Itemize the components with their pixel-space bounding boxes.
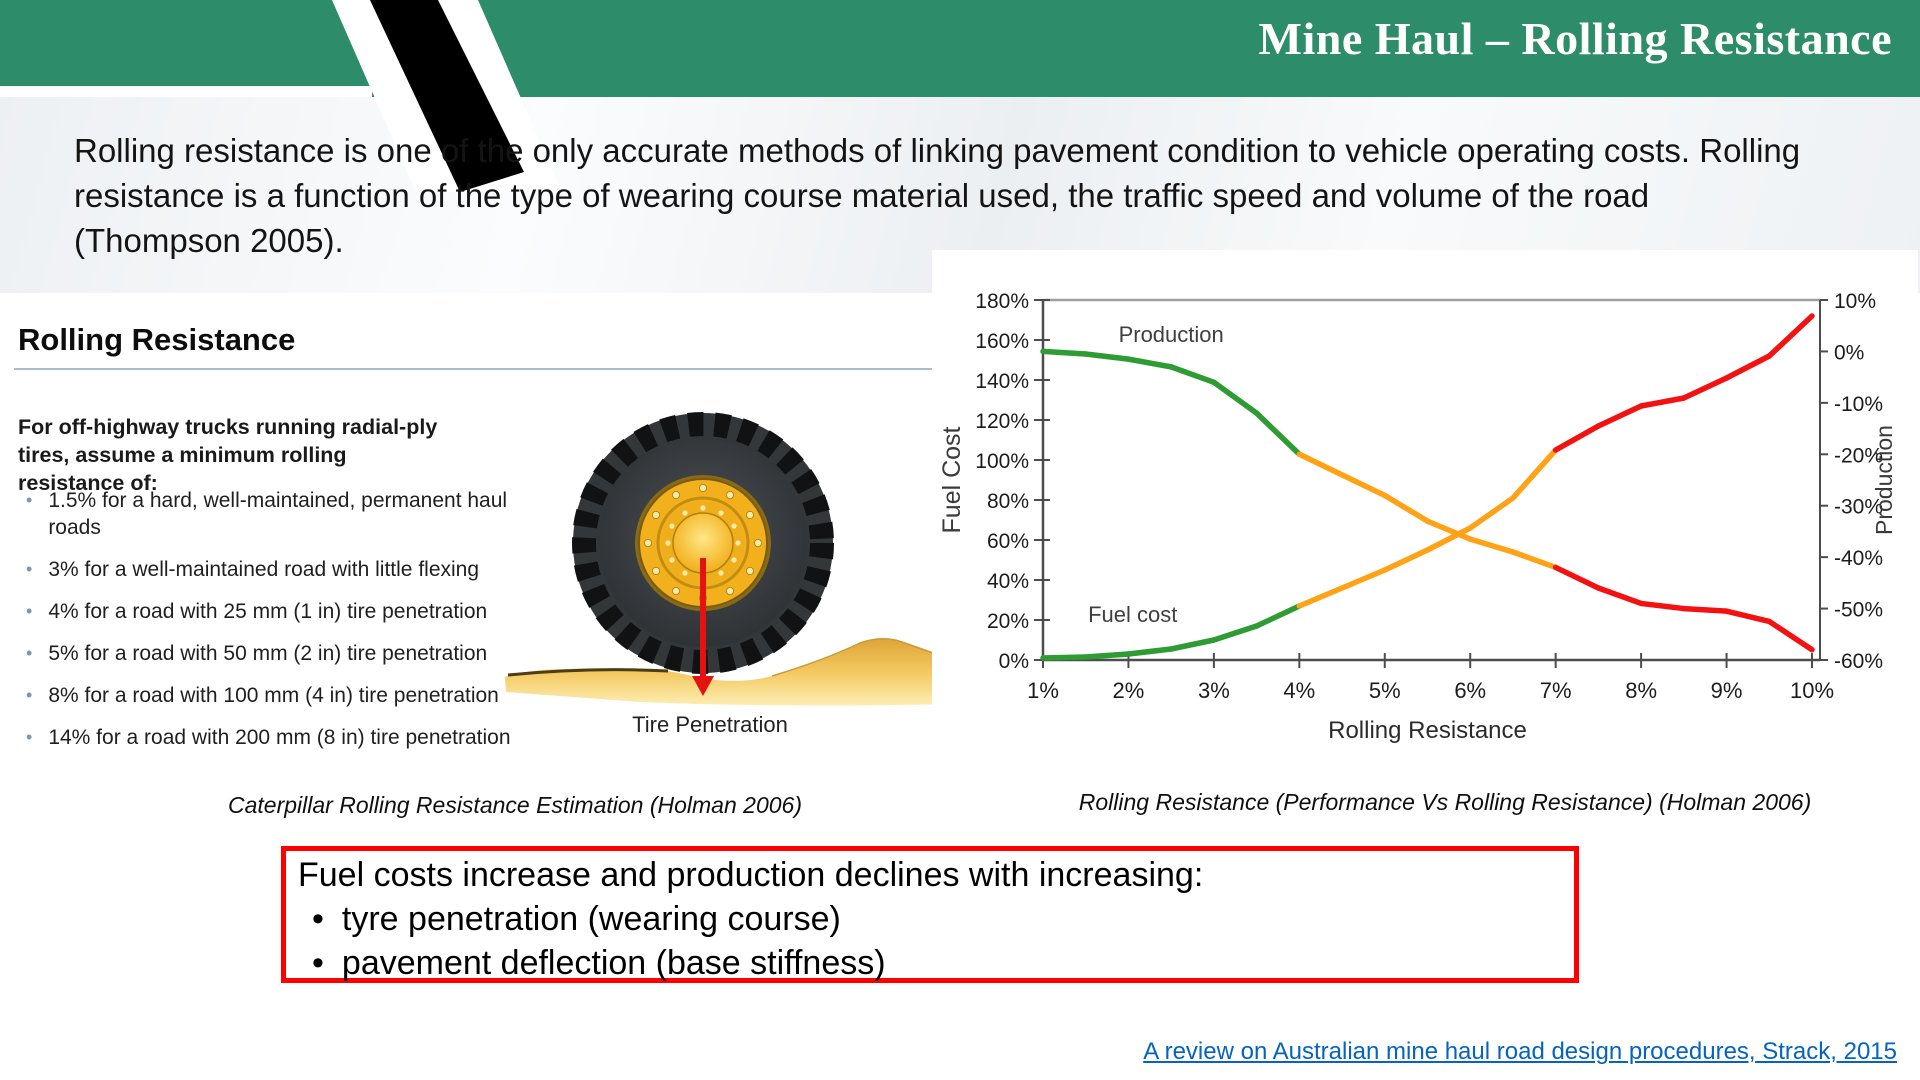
svg-text:-60%: -60% bbox=[1834, 650, 1883, 673]
bullet-icon: • bbox=[312, 900, 324, 938]
bullet-icon: • bbox=[312, 944, 324, 982]
svg-text:7%: 7% bbox=[1540, 678, 1572, 703]
fuel-cost-production-chart: 0% 20% 40% 60% 80% 100% 120% 140% 160% 180% 10% 0% -… bbox=[932, 250, 1918, 782]
svg-text:80%: 80% bbox=[987, 490, 1029, 513]
bullet-icon: • bbox=[26, 490, 33, 510]
bullet-icon: • bbox=[26, 601, 33, 621]
svg-text:40%: 40% bbox=[987, 570, 1029, 593]
section-divider bbox=[14, 368, 934, 370]
tire-penetration-label: Tire Penetration bbox=[632, 712, 788, 737]
svg-text:-10%: -10% bbox=[1834, 393, 1883, 416]
section-heading: Rolling Resistance bbox=[18, 322, 296, 357]
right-caption: Rolling Resistance (Performance Vs Rolli… bbox=[1078, 789, 1812, 815]
callout-line: Fuel costs increase and production decli… bbox=[298, 856, 1204, 894]
list-item: • 5% for a road with 50 mm (2 in) tire pe… bbox=[26, 642, 488, 665]
left-caption: Caterpillar Rolling Resistance Estimatio… bbox=[228, 792, 802, 818]
header-left-notch bbox=[0, 86, 372, 97]
svg-text:20%: 20% bbox=[987, 610, 1029, 633]
svg-text:10%: 10% bbox=[1790, 678, 1834, 703]
callout-bullet: • pavement deflection (base stiffness) bbox=[298, 941, 1574, 985]
svg-text:Fuel Cost: Fuel Cost bbox=[938, 426, 966, 533]
svg-text:8%: 8% bbox=[1625, 678, 1657, 703]
list-item: • 4% for a road with 25 mm (1 in) tire pe… bbox=[26, 600, 488, 623]
svg-text:-30%: -30% bbox=[1834, 496, 1883, 519]
svg-text:140%: 140% bbox=[975, 370, 1029, 393]
svg-text:9%: 9% bbox=[1711, 678, 1743, 703]
diagonal-black-stripe bbox=[370, 0, 524, 192]
svg-text:120%: 120% bbox=[975, 410, 1029, 433]
svg-text:5%: 5% bbox=[1369, 678, 1401, 703]
svg-text:Rolling Resistance: Rolling Resistance bbox=[1328, 717, 1527, 744]
svg-text:Fuel cost: Fuel cost bbox=[1088, 602, 1177, 627]
rim-bolts bbox=[643, 484, 762, 602]
rolling-resistance-list: • 1.5% for a hard, well-maintained, perma… bbox=[18, 487, 558, 766]
svg-text:2%: 2% bbox=[1113, 678, 1145, 703]
road-surface-line bbox=[507, 668, 669, 677]
list-item: • 1.5% for a hard, well-maintained, perma… bbox=[26, 489, 508, 539]
list-item: • 3% for a well-maintained road with litt… bbox=[26, 558, 480, 581]
header-green-bar bbox=[0, 0, 1920, 97]
svg-text:3%: 3% bbox=[1198, 678, 1230, 703]
left-panel-lead: For off-highway trucks running radial-pl… bbox=[18, 415, 438, 495]
bullet-icon: • bbox=[26, 685, 33, 705]
bullet-icon: • bbox=[26, 559, 33, 579]
list-item: • 8% for a road with 100 mm (4 in) tire p… bbox=[26, 684, 499, 707]
svg-text:160%: 160% bbox=[975, 330, 1029, 353]
svg-text:1%: 1% bbox=[1027, 678, 1059, 703]
sand-ground bbox=[505, 638, 1062, 706]
svg-text:-50%: -50% bbox=[1834, 599, 1883, 622]
svg-text:-40%: -40% bbox=[1834, 547, 1883, 570]
list-item: • 14% for a road with 200 mm (8 in) tire … bbox=[26, 726, 511, 749]
svg-text:Production: Production bbox=[1119, 322, 1224, 347]
svg-text:Production: Production bbox=[1871, 425, 1897, 535]
callout-bullet: • tyre penetration (wearing course) bbox=[298, 897, 1574, 941]
svg-text:-20%: -20% bbox=[1834, 444, 1883, 467]
svg-text:60%: 60% bbox=[987, 530, 1029, 553]
svg-text:0%: 0% bbox=[999, 650, 1029, 673]
svg-text:180%: 180% bbox=[975, 290, 1029, 313]
key-message-box: Fuel costs increase and production decli… bbox=[281, 846, 1579, 983]
bullet-icon: • bbox=[26, 727, 33, 747]
page-title: Mine Haul – Rolling Resistance bbox=[1258, 13, 1892, 64]
header-banner bbox=[0, 0, 1920, 192]
svg-text:4%: 4% bbox=[1283, 678, 1315, 703]
svg-text:10%: 10% bbox=[1834, 290, 1876, 313]
svg-text:6%: 6% bbox=[1454, 678, 1486, 703]
bullet-icon: • bbox=[26, 643, 33, 663]
tire-penetration-illustration bbox=[505, 412, 1062, 706]
reference-link[interactable]: A review on Australian mine haul road de… bbox=[1143, 1038, 1897, 1065]
intro-paragraph: Rolling resistance is one of the only ac… bbox=[74, 132, 1801, 259]
penetration-arrow bbox=[692, 558, 714, 696]
tire bbox=[572, 412, 834, 674]
svg-text:0%: 0% bbox=[1834, 341, 1864, 364]
svg-text:100%: 100% bbox=[975, 450, 1029, 473]
